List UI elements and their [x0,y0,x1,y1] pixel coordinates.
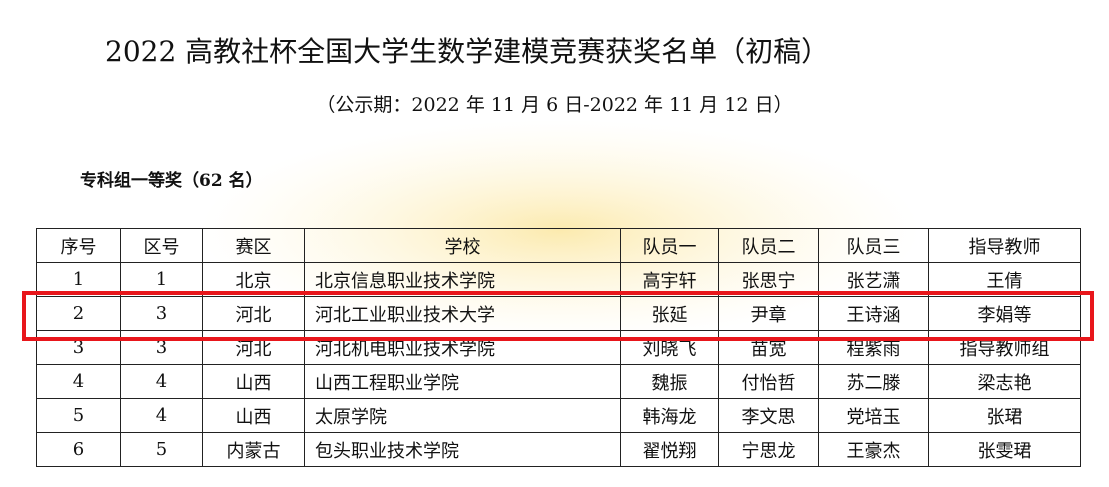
cell: 4 [36,364,121,399]
cell: 山西 [202,398,305,433]
table-row: 2 3 河北 河北工业职业技术大学 张延 尹章 王诗涵 李娟等 [36,296,1081,331]
table-row: 6 5 内蒙古 包头职业技术学院 翟悦翔 宁思龙 王豪杰 张雯珺 [36,432,1081,467]
cell: 山西工程职业学院 [304,364,621,399]
cell: 河北工业职业技术大学 [304,296,621,331]
title: 2022 高教社杯全国大学生数学建模竞赛获奖名单（初稿） [105,35,830,68]
cell: 队员二 [718,228,819,263]
cell: 5 [120,432,203,467]
cell: 4 [120,398,203,433]
award-table: 序号 区号 赛区 学校 队员一 队员二 队员三 指导教师 1 1 北京 北京信息职业技术学院 高宇轩 张思… [36,228,1081,467]
cell: 3 [120,296,203,331]
cell: 刘晓飞 [620,330,719,365]
cell: 指导教师 [928,228,1081,263]
cell: 王豪杰 [818,432,929,467]
table-row: 1 1 北京 北京信息职业技术学院 高宇轩 张思宁 张艺潇 王倩 [36,262,1081,297]
cell: 序号 [36,228,121,263]
cell: 3 [36,330,121,365]
cell: 魏振 [620,364,719,399]
highlight-box [22,291,1094,341]
cell: 赛区 [202,228,305,263]
cell: 张珺 [928,398,1081,433]
table-row: 5 4 山西 太原学院 韩海龙 李文思 党培玉 张珺 [36,398,1081,433]
cell: 山西 [202,364,305,399]
cell: 翟悦翔 [620,432,719,467]
cell: 付怡哲 [718,364,819,399]
cell: 韩海龙 [620,398,719,433]
cell: 程紫雨 [818,330,929,365]
cell: 张延 [620,296,719,331]
header-row: 序号 区号 赛区 学校 队员一 队员二 队员三 指导教师 [36,228,1081,263]
cell: 包头职业技术学院 [304,432,621,467]
cell: 队员三 [818,228,929,263]
cell: 学校 [304,228,621,263]
cell: 6 [36,432,121,467]
cell: 尹章 [718,296,819,331]
cell: 队员一 [620,228,719,263]
cell: 太原学院 [304,398,621,433]
cell: 苏二滕 [818,364,929,399]
section-heading: 专科组一等奖（62 名） [80,171,263,191]
cell: 梁志艳 [928,364,1081,399]
cell: 宁思龙 [718,432,819,467]
cell: 王诗涵 [818,296,929,331]
table-row: 4 4 山西 山西工程职业学院 魏振 付怡哲 苏二滕 梁志艳 [36,364,1081,399]
cell: 李文思 [718,398,819,433]
cell: 4 [120,364,203,399]
cell: 苗宽 [718,330,819,365]
cell: 党培玉 [818,398,929,433]
cell: 河北 [202,330,305,365]
cell: 张雯珺 [928,432,1081,467]
cell: 内蒙古 [202,432,305,467]
cell: 区号 [120,228,203,263]
table-row: 3 3 河北 河北机电职业技术学院 刘晓飞 苗宽 程紫雨 指导教师组 [36,330,1081,365]
cell: 5 [36,398,121,433]
cell: 李娟等 [928,296,1081,331]
subtitle: （公示期：2022 年 11 月 6 日-2022 年 11 月 12 日） [316,94,793,116]
cell: 河北 [202,296,305,331]
